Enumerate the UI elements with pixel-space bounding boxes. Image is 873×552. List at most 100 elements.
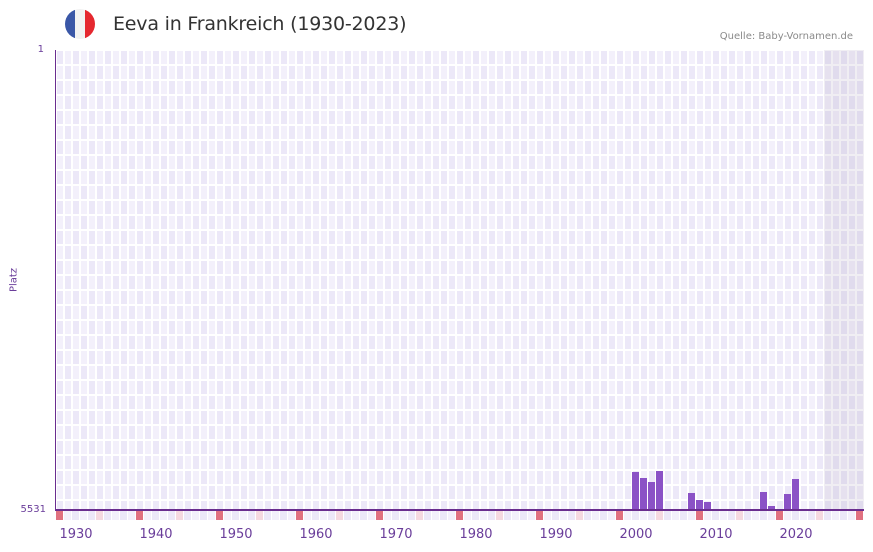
bar-2001[interactable] bbox=[640, 478, 647, 510]
bar-2008[interactable] bbox=[696, 500, 703, 510]
grid-cell bbox=[849, 426, 855, 439]
grid-cell bbox=[297, 501, 303, 514]
grid-cell bbox=[769, 456, 775, 469]
grid-cell bbox=[833, 486, 839, 499]
grid-cell bbox=[369, 111, 375, 124]
bar-2016[interactable] bbox=[760, 492, 767, 510]
grid-cell bbox=[233, 126, 239, 139]
bar-2003[interactable] bbox=[656, 471, 663, 510]
grid-cell bbox=[393, 66, 399, 79]
grid-cell bbox=[537, 156, 543, 169]
grid-cell bbox=[329, 231, 335, 244]
grid-cell bbox=[105, 126, 111, 139]
grid-cell bbox=[505, 321, 511, 334]
grid-cell bbox=[593, 396, 599, 409]
year-marker bbox=[624, 511, 631, 520]
grid-cell bbox=[337, 276, 343, 289]
grid-cell bbox=[761, 366, 767, 379]
grid-cell bbox=[641, 201, 647, 214]
grid-cell bbox=[793, 441, 799, 454]
grid-cell bbox=[617, 276, 623, 289]
grid-cell bbox=[369, 306, 375, 319]
grid-cell bbox=[857, 141, 863, 154]
grid-cell bbox=[257, 81, 263, 94]
year-marker bbox=[736, 511, 743, 520]
grid-cell bbox=[537, 51, 543, 64]
grid-cell bbox=[497, 426, 503, 439]
grid-cell bbox=[377, 471, 383, 484]
grid-cell bbox=[601, 426, 607, 439]
grid-column bbox=[753, 50, 761, 514]
grid-cell bbox=[553, 441, 559, 454]
grid-cell bbox=[625, 276, 631, 289]
bar-2000[interactable] bbox=[632, 472, 639, 510]
grid-cell bbox=[369, 96, 375, 109]
grid-cell bbox=[793, 456, 799, 469]
grid-cell bbox=[793, 231, 799, 244]
grid-cell bbox=[81, 486, 87, 499]
grid-cell bbox=[169, 441, 175, 454]
grid-cell bbox=[745, 381, 751, 394]
bar-2007[interactable] bbox=[688, 493, 695, 510]
grid-cell bbox=[209, 126, 215, 139]
grid-cell bbox=[785, 486, 791, 499]
grid-cell bbox=[225, 201, 231, 214]
bar-2009[interactable] bbox=[704, 502, 711, 510]
grid-cell bbox=[721, 231, 727, 244]
grid-cell bbox=[113, 66, 119, 79]
grid-cell bbox=[105, 276, 111, 289]
grid-cell bbox=[385, 156, 391, 169]
grid-cell bbox=[169, 66, 175, 79]
grid-cell bbox=[841, 81, 847, 94]
grid-cell bbox=[409, 111, 415, 124]
grid-cell bbox=[489, 441, 495, 454]
grid-cell bbox=[89, 111, 95, 124]
grid-cell bbox=[385, 456, 391, 469]
grid-cell bbox=[505, 306, 511, 319]
bar-2020[interactable] bbox=[792, 479, 799, 510]
grid-cell bbox=[217, 486, 223, 499]
grid-cell bbox=[665, 441, 671, 454]
grid-cell bbox=[505, 246, 511, 259]
grid-cell bbox=[257, 186, 263, 199]
grid-cell bbox=[489, 426, 495, 439]
grid-cell bbox=[481, 396, 487, 409]
grid-cell bbox=[641, 261, 647, 274]
grid-cell bbox=[721, 66, 727, 79]
grid-cell bbox=[457, 366, 463, 379]
grid-cell bbox=[825, 156, 831, 169]
grid-cell bbox=[265, 426, 271, 439]
bar-2002[interactable] bbox=[648, 482, 655, 510]
grid-cell bbox=[513, 396, 519, 409]
grid-cell bbox=[465, 66, 471, 79]
grid-cell bbox=[249, 306, 255, 319]
grid-cell bbox=[841, 231, 847, 244]
grid-cell bbox=[745, 366, 751, 379]
grid-cell bbox=[593, 351, 599, 364]
grid-cell bbox=[177, 366, 183, 379]
grid-cell bbox=[409, 141, 415, 154]
grid-cell bbox=[289, 441, 295, 454]
grid-cell bbox=[729, 321, 735, 334]
grid-cell bbox=[649, 231, 655, 244]
grid-cell bbox=[529, 156, 535, 169]
grid-column bbox=[497, 50, 505, 514]
grid-cell bbox=[761, 111, 767, 124]
grid-cell bbox=[353, 66, 359, 79]
grid-cell bbox=[849, 441, 855, 454]
bar-2019[interactable] bbox=[784, 494, 791, 510]
grid-cell bbox=[577, 66, 583, 79]
grid-cell bbox=[473, 411, 479, 424]
grid-cell bbox=[481, 261, 487, 274]
grid-cell bbox=[65, 471, 71, 484]
grid-cell bbox=[65, 66, 71, 79]
grid-cell bbox=[513, 171, 519, 184]
grid-cell bbox=[209, 321, 215, 334]
grid-cell bbox=[377, 321, 383, 334]
grid-cell bbox=[257, 306, 263, 319]
grid-cell bbox=[97, 81, 103, 94]
grid-cell bbox=[529, 291, 535, 304]
grid-cell bbox=[433, 456, 439, 469]
bar-2017[interactable] bbox=[768, 506, 775, 510]
grid-cell bbox=[129, 351, 135, 364]
